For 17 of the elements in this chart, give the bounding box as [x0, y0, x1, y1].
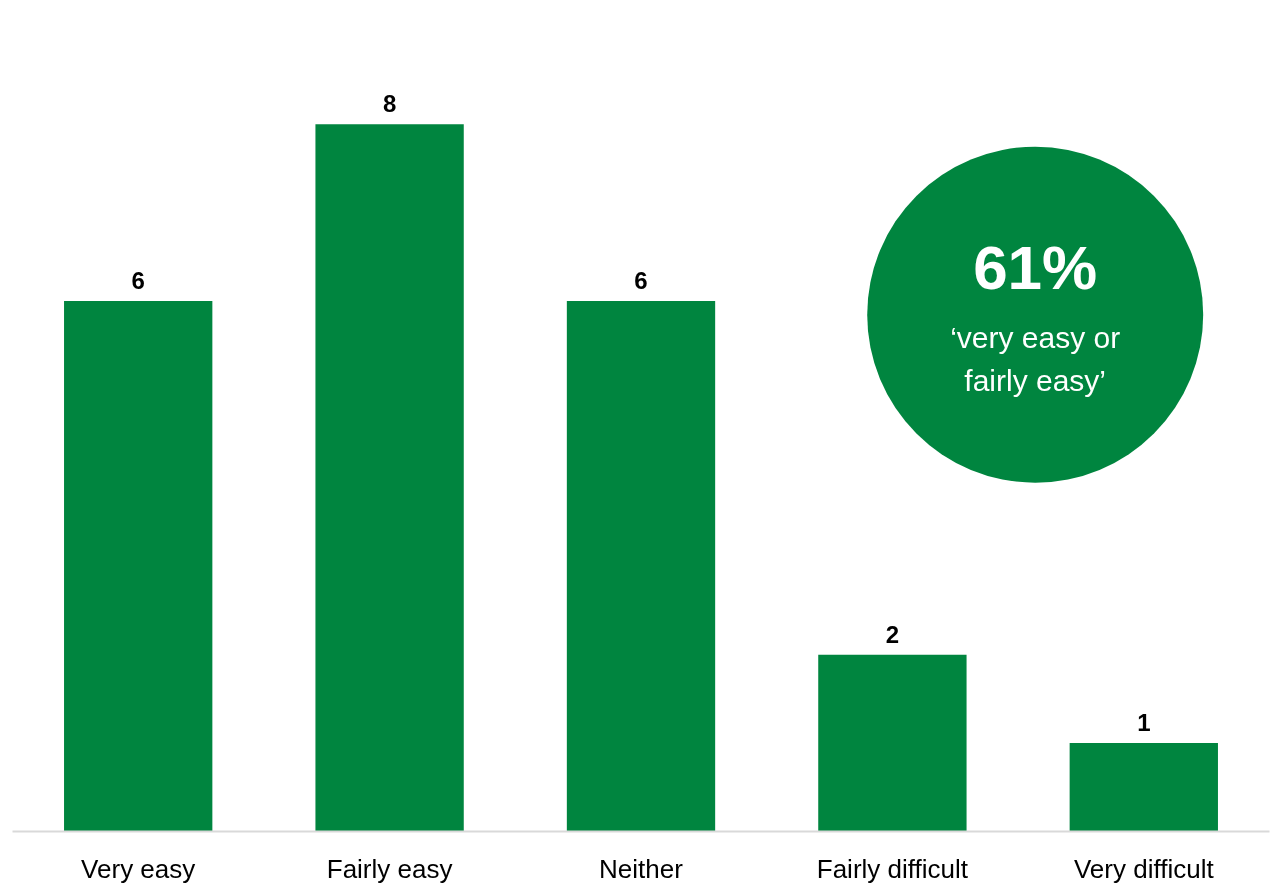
- data-label: 6: [131, 267, 145, 295]
- bar: [1069, 743, 1218, 832]
- x-tick-label: Neither: [599, 853, 684, 884]
- data-label: 1: [1137, 709, 1151, 737]
- bar: [315, 124, 464, 832]
- x-tick-label: Fairly difficult: [816, 853, 969, 884]
- data-label: 8: [382, 90, 397, 118]
- x-tick-label: Very easy: [81, 853, 196, 884]
- annotation: 61%: [973, 233, 1098, 303]
- bar: [64, 301, 213, 832]
- data-label: 6: [634, 267, 648, 295]
- x-tick-label: Fairly easy: [326, 853, 453, 884]
- x-tick-label: Very difficult: [1073, 853, 1215, 884]
- bar: [818, 654, 967, 832]
- bar: [566, 301, 716, 832]
- data-label: 2: [885, 620, 900, 648]
- annotation: ‘very easy or fairly easy’: [950, 320, 1121, 397]
